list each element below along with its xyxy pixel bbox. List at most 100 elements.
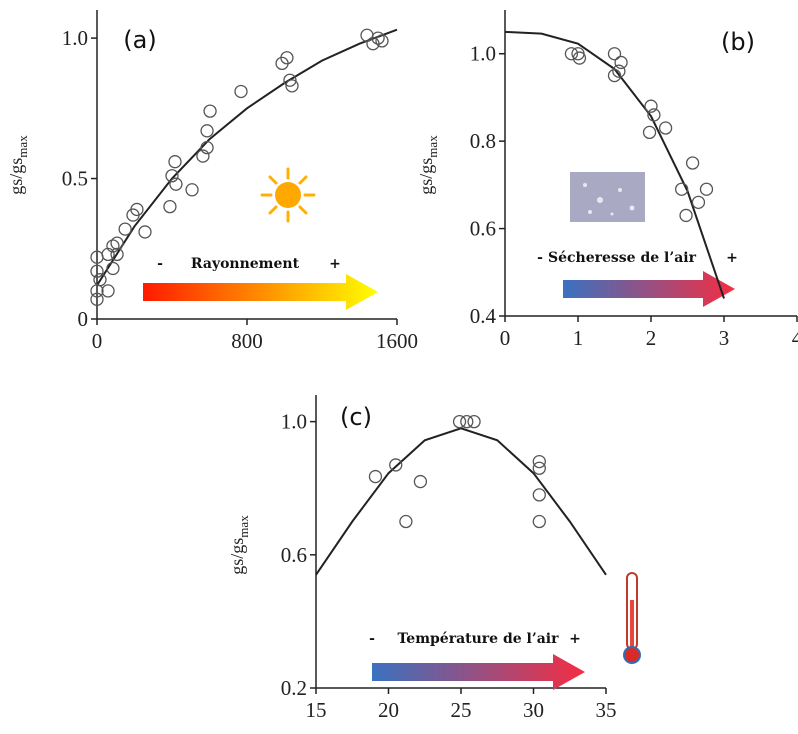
data-point — [467, 414, 481, 429]
data-point — [614, 55, 628, 70]
y-tick-label: 0 — [78, 307, 89, 331]
sun-icon — [260, 167, 316, 223]
data-point — [106, 239, 120, 253]
x-tick-label: 800 — [231, 329, 263, 353]
y-label-sub: max — [425, 135, 440, 158]
arrow-end: + — [726, 250, 738, 266]
data-point — [389, 458, 403, 472]
data-point — [675, 182, 689, 196]
arrow-label: Rayonnement — [191, 256, 300, 272]
y-tick-label: 0.2 — [281, 676, 307, 700]
data-point — [399, 514, 413, 529]
x-tick-label: 15 — [306, 698, 327, 722]
data-point — [106, 261, 120, 276]
arrow-end: + — [569, 631, 581, 647]
data-point — [691, 195, 706, 209]
data-point — [200, 140, 214, 155]
fit-curve — [315, 427, 607, 576]
data-point — [283, 73, 297, 87]
gradient-arrow — [372, 654, 585, 690]
x-tick-label: 20 — [378, 698, 399, 722]
x-tick-label: 25 — [451, 698, 472, 722]
panel-label: (a) — [123, 26, 156, 54]
x-tick-label: 1600 — [376, 329, 418, 353]
data-point — [371, 31, 385, 45]
gradient-arrow — [143, 274, 378, 310]
data-point — [532, 488, 546, 502]
data-point — [196, 149, 210, 163]
data-point — [93, 273, 107, 287]
arrow-label: Sécheresse de l’air — [548, 250, 697, 266]
arrow-start: - — [537, 250, 543, 266]
droplets-photo — [570, 172, 645, 222]
gradient-arrow — [563, 271, 735, 307]
data-point — [169, 177, 183, 191]
y-tick-label: 0.4 — [470, 304, 497, 328]
data-point — [607, 47, 622, 61]
y-tick-label: 0.5 — [62, 167, 88, 191]
data-point — [234, 84, 248, 99]
x-tick-label: 3 — [719, 326, 730, 350]
x-tick-label: 0 — [500, 326, 511, 350]
x-tick-label: 35 — [596, 698, 617, 722]
y-tick-label: 1.0 — [62, 26, 88, 50]
y-axis-label: gs/gsmax — [6, 135, 30, 195]
data-point — [200, 124, 214, 138]
x-tick-label: 30 — [523, 698, 544, 722]
data-point — [647, 108, 661, 122]
x-tick-label: 1 — [573, 326, 584, 350]
data-point — [110, 236, 124, 250]
data-point — [360, 28, 374, 42]
y-tick-label: 0.8 — [470, 129, 496, 153]
data-point — [532, 514, 546, 529]
data-point — [642, 125, 657, 140]
data-point — [685, 156, 700, 170]
data-point — [90, 292, 104, 306]
panel-label: (b) — [721, 28, 755, 56]
y-label-main: gs/gs — [6, 158, 26, 195]
data-point — [165, 169, 179, 183]
data-point — [163, 199, 177, 214]
data-point — [699, 182, 714, 196]
data-point — [280, 51, 294, 65]
data-point — [644, 99, 658, 113]
data-point — [452, 414, 467, 429]
y-axis-label: gs/gsmax — [227, 515, 251, 575]
arrow-start: - — [157, 256, 163, 272]
y-label-sub: max — [15, 135, 30, 158]
data-point — [203, 104, 217, 118]
data-point — [375, 34, 389, 48]
y-tick-label: 0.6 — [470, 217, 496, 241]
x-tick-label: 4 — [792, 326, 798, 350]
data-point — [185, 183, 199, 197]
data-point — [658, 121, 673, 135]
data-point — [138, 225, 152, 239]
data-point — [118, 222, 132, 236]
data-point — [612, 64, 626, 78]
data-point — [285, 79, 299, 93]
y-label-sub: max — [236, 515, 251, 538]
data-point — [532, 454, 546, 469]
x-tick-label: 2 — [646, 326, 657, 350]
y-tick-label: 1.0 — [281, 410, 307, 434]
data-point — [101, 284, 115, 298]
thermometer-icon — [623, 572, 641, 664]
data-point — [130, 202, 144, 217]
y-label-main: gs/gs — [227, 538, 247, 575]
fit-curve — [96, 28, 398, 286]
arrow-label: Température de l’air — [397, 631, 559, 647]
data-point — [368, 469, 383, 484]
data-point — [168, 155, 182, 169]
data-point — [679, 208, 693, 223]
panel-label: (c) — [340, 403, 372, 431]
data-point — [413, 474, 428, 489]
arrow-start: - — [369, 631, 375, 647]
data-point — [90, 264, 104, 278]
data-point — [564, 47, 579, 61]
arrow-end: + — [329, 256, 341, 272]
x-tick-label: 0 — [92, 329, 103, 353]
y-axis-label: gs/gsmax — [416, 135, 440, 195]
y-label-main: gs/gs — [416, 158, 436, 195]
data-point — [460, 414, 474, 429]
